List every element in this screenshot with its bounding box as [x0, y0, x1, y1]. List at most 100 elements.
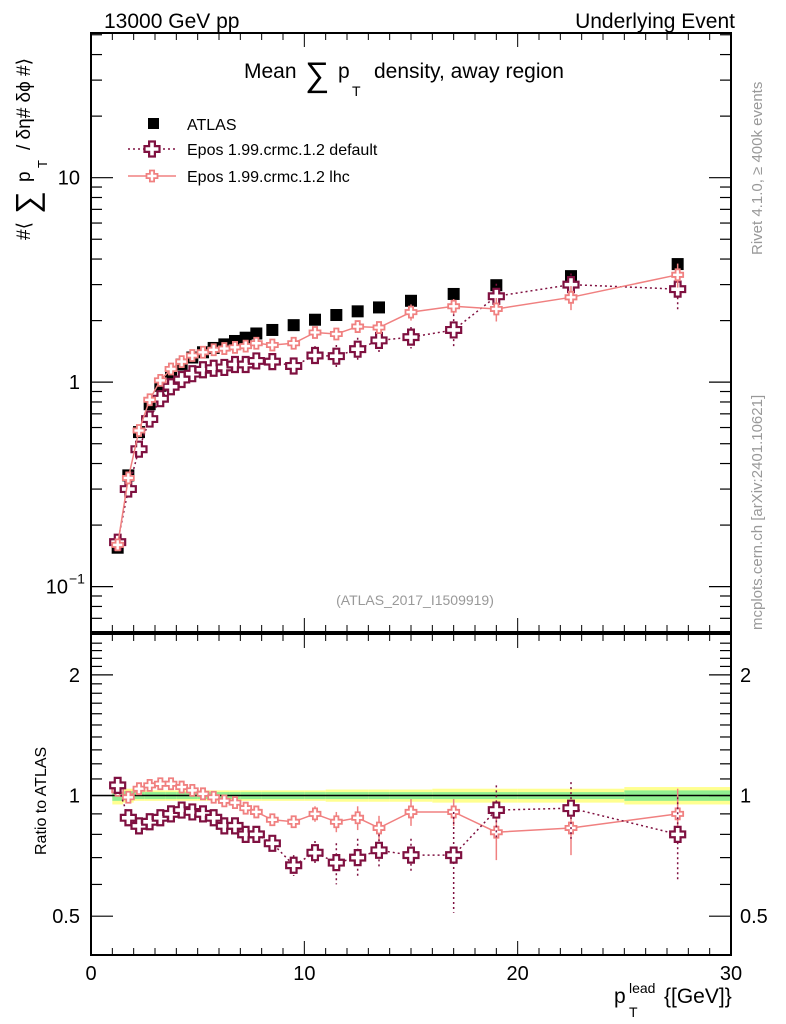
lhc-point — [185, 349, 199, 362]
ratio-lhc-point — [121, 790, 135, 804]
ylabel-sigma: ∑ — [9, 191, 45, 214]
ratio-default-point — [109, 776, 127, 794]
title-pre: Mean — [244, 60, 297, 83]
lhc-point — [372, 321, 386, 334]
y-tick-label: 10 — [58, 168, 80, 190]
xlabel-post: {[GeV]} — [664, 985, 732, 1008]
ratio-y-tick-label: 0.5 — [52, 906, 80, 928]
lhc-point — [143, 393, 157, 407]
lhc-point — [671, 268, 685, 282]
legend-marker-lhc — [145, 169, 159, 183]
mcplots-label: mcplots.cern.ch [arXiv:2401.10621] — [749, 395, 766, 630]
default-point — [263, 353, 281, 371]
ratio-y-tick-label: 1 — [69, 786, 80, 808]
lhc-point — [404, 305, 418, 319]
default-point — [306, 346, 324, 365]
ratio-lhc-point — [196, 787, 210, 801]
default-point — [130, 440, 148, 458]
title-sub: T — [352, 83, 361, 99]
atlas-data-point — [250, 327, 263, 340]
ratio-lhc-point — [217, 794, 231, 808]
analysis-watermark: (ATLAS_2017_I1509919) — [336, 592, 494, 608]
lhc-point — [121, 471, 135, 485]
ratio-lhc-point — [228, 796, 242, 810]
title-sigma: ∑ — [305, 56, 329, 94]
atlas-data-point — [287, 319, 300, 332]
y-tick-label: 10 — [46, 577, 68, 599]
ratio-lhc-point — [265, 813, 279, 827]
xlabel-sup: lead — [629, 980, 655, 996]
lhc-point — [447, 299, 461, 313]
ratio-lhc-point — [143, 778, 157, 792]
ratio-default-point — [327, 854, 345, 872]
legend-marker-default — [143, 140, 161, 158]
xlabel: p lead T {[GeV]} — [614, 980, 732, 1020]
x-tick-label: 0 — [85, 963, 96, 985]
ratio-y-tick-label-right: 1 — [740, 786, 751, 808]
ratio-lhc-point — [185, 783, 199, 797]
atlas-data-point — [405, 294, 417, 307]
main-plot-marks — [109, 258, 687, 554]
legend-marker-atlas — [148, 118, 159, 129]
default-point — [247, 352, 265, 370]
legend-cross-default-icon — [143, 140, 161, 158]
ratio-lhc-point — [287, 815, 301, 829]
legend-label-lhc: Epos 1.99.crmc.1.2 lhc — [187, 169, 350, 186]
lhc-point — [329, 327, 343, 341]
default-point — [402, 328, 420, 346]
lhc-point — [164, 362, 178, 376]
default-point — [370, 331, 388, 350]
main-title: Mean ∑ p T density, away region — [244, 56, 564, 99]
y-tick-exponent: −1 — [69, 571, 85, 587]
lhc-point — [308, 326, 322, 339]
legend: ATLAS Epos 1.99.crmc.1.2 default Epos 1.… — [128, 117, 378, 186]
lhc-point — [249, 336, 263, 350]
ratio-y-tick-label: 2 — [69, 665, 80, 687]
lhc-point — [287, 336, 301, 350]
lhc-point — [153, 374, 167, 387]
lhc-point — [175, 355, 189, 369]
lhc-point — [132, 424, 146, 437]
lhc-point — [217, 342, 231, 355]
ratio-default-point — [349, 849, 367, 867]
default-point — [285, 357, 303, 375]
ratio-default-point — [173, 801, 191, 819]
ratio-lhc-point — [351, 811, 365, 825]
ratio-default-point — [562, 799, 580, 817]
default-point — [151, 390, 169, 408]
main-ylabel: #⟨ ∑ p T / δη# δϕ #⟩ — [9, 58, 50, 240]
ratio-lhc-point — [164, 777, 178, 791]
legend-label-default: Epos 1.99.crmc.1.2 default — [187, 142, 378, 159]
atlas-data-point — [373, 301, 385, 314]
lhc-point — [228, 340, 242, 354]
default-point — [327, 347, 345, 365]
lhc-point — [207, 343, 221, 357]
x-tick-label: 20 — [507, 963, 529, 985]
legend-label-atlas: ATLAS — [187, 117, 237, 134]
lhc-line — [116, 274, 678, 546]
header-left: 13000 GeV pp — [104, 10, 239, 33]
x-tick-label: 30 — [720, 963, 742, 985]
ratio-default-point — [247, 825, 265, 843]
ratio-lhc-point — [249, 805, 263, 819]
default-point — [349, 340, 367, 358]
ratio-plot-marks — [109, 776, 687, 913]
default-point — [119, 480, 137, 498]
x-tick-label: 10 — [293, 963, 315, 985]
ratio-y-tick-label-right: 0.5 — [740, 906, 768, 928]
legend-cross-lhc-icon — [145, 169, 159, 183]
ratio-lhc-point — [308, 807, 322, 821]
default-point — [141, 410, 159, 428]
default-point — [162, 378, 180, 396]
rivet-label: Rivet 4.1.0, ≥ 400k events — [749, 82, 766, 255]
ratio-lhc-point — [132, 782, 146, 796]
ylabel-sub: T — [35, 160, 50, 168]
ratio-default-point — [370, 841, 388, 859]
lhc-point — [196, 345, 210, 359]
xlabel-sub: T — [629, 1004, 638, 1020]
ratio-default-point — [285, 856, 303, 874]
lhc-point — [489, 302, 503, 316]
default-line — [116, 283, 678, 543]
lhc-point — [239, 339, 253, 353]
lhc-point — [265, 338, 279, 352]
